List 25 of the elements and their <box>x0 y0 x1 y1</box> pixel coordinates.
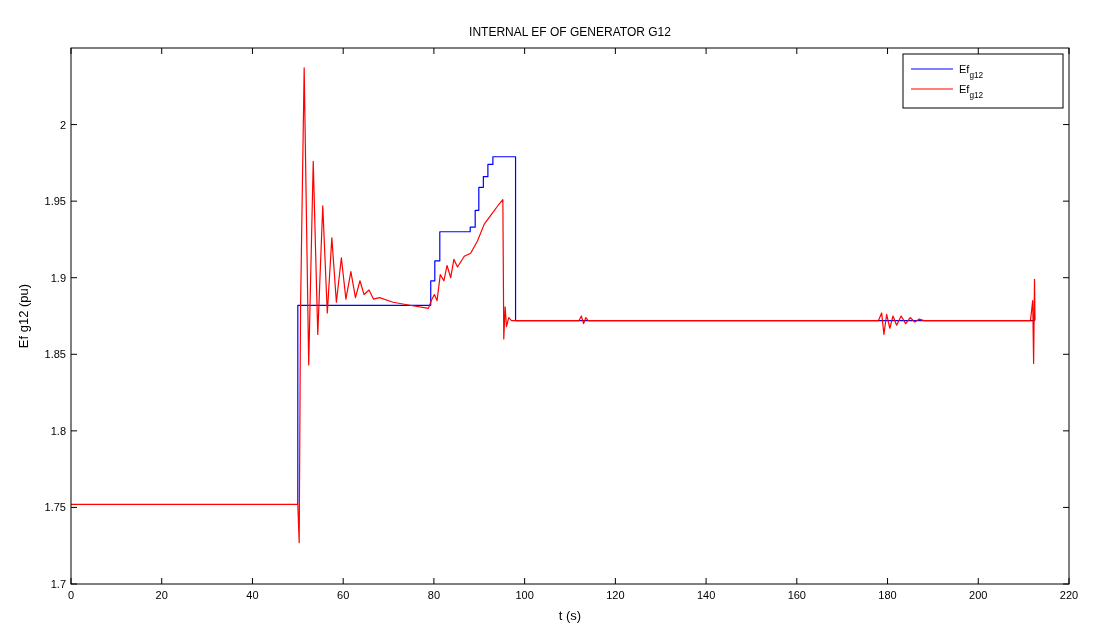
x-tick-label: 220 <box>1059 589 1079 601</box>
x-tick-label: 80 <box>427 589 441 601</box>
x-tick-label: 200 <box>969 589 988 601</box>
y-tick-label: 2 <box>59 118 66 131</box>
x-tick-label: 60 <box>337 589 350 601</box>
chart-title: INTERNAL EF OF GENERATOR G12 <box>469 25 672 39</box>
y-tick-label: 1.75 <box>44 501 66 514</box>
x-axis-title: t (s) <box>558 608 582 623</box>
y-tick-label: 1.7 <box>50 578 66 590</box>
x-tick-label: 0 <box>67 589 75 601</box>
legend-label: Ef$_{g12}$ <box>959 63 984 80</box>
legend-label: Ef$_{g12}$ <box>959 83 984 100</box>
x-tick-label: 40 <box>246 589 259 601</box>
x-tick-label: 160 <box>787 589 806 601</box>
x-tick-label: 20 <box>155 589 168 601</box>
line-series <box>70 67 1036 544</box>
y-axis-title: Ef g12 (pu) <box>16 283 31 349</box>
y-tick-label: 1.9 <box>50 271 66 284</box>
x-tick-label: 140 <box>696 589 716 601</box>
y-tick-label: 1.85 <box>44 348 66 361</box>
x-tick-label: 120 <box>606 589 625 601</box>
y-tick-label: 1.95 <box>44 195 66 208</box>
y-tick-label: 1.8 <box>50 424 66 437</box>
x-tick-label: 100 <box>515 589 534 601</box>
x-tick-label: 180 <box>878 589 897 601</box>
